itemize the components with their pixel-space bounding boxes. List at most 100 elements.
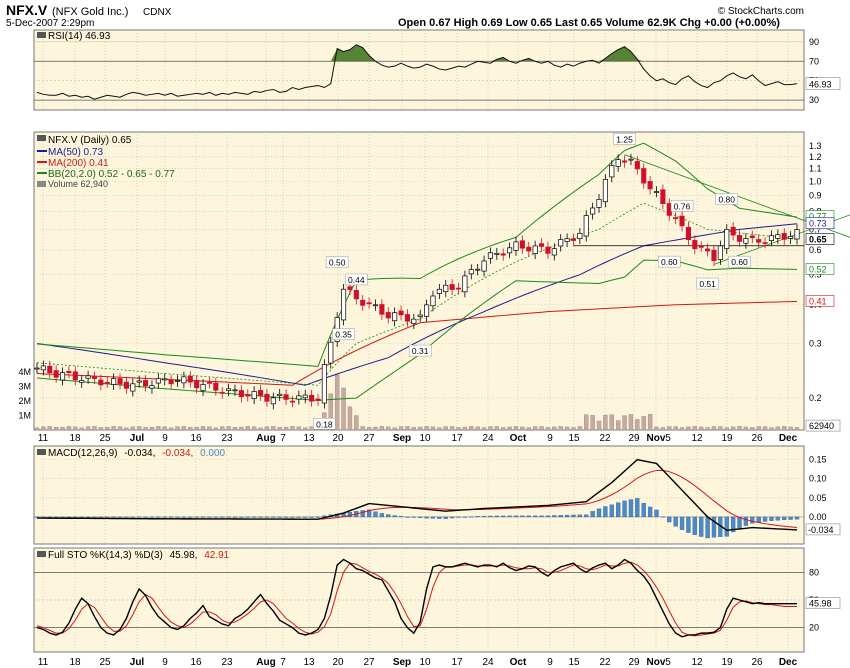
volume-bar xyxy=(577,426,583,431)
volume-bar xyxy=(699,426,704,431)
x-axis-label: 9 xyxy=(547,433,553,444)
price-annotation-label: 0.60 xyxy=(661,257,678,267)
macd-tick-label: 0.05 xyxy=(809,493,827,503)
volume-tick-label: 4M xyxy=(18,367,31,377)
macd-histogram-bar xyxy=(168,516,174,518)
x-axis-label: 9 xyxy=(162,657,168,668)
macd-histogram-bar xyxy=(149,516,155,518)
price-annotation-box xyxy=(313,418,336,430)
macd-histogram-bar xyxy=(54,516,59,518)
price-annotation-box xyxy=(325,256,349,268)
macd-histogram-bar xyxy=(220,516,225,518)
volume-bar xyxy=(354,415,359,431)
x-axis-label: 29 xyxy=(628,657,640,668)
macd-histogram-bar xyxy=(424,516,429,519)
price-panel: 1.31.21.11.00.90.80.70.60.50.40.30.24M3M… xyxy=(18,131,850,432)
x-axis-label: 24 xyxy=(482,657,494,668)
macd-histogram-bar xyxy=(188,516,193,518)
volume-bar xyxy=(545,427,551,431)
candle-body xyxy=(79,380,85,383)
volume-tick-label: 3M xyxy=(18,382,31,392)
rsi-legend: RSI(14) 46.93 xyxy=(37,31,111,42)
x-axis-label: 12 xyxy=(691,657,703,668)
volume-bar xyxy=(226,426,231,431)
candle-body xyxy=(289,400,296,403)
x-axis-label: 7 xyxy=(280,657,286,668)
volume-bar xyxy=(162,426,167,431)
x-axis-label: Aug xyxy=(256,433,275,444)
volume-bar xyxy=(507,426,512,431)
price-right-label-box xyxy=(805,263,835,275)
x-axis-label: 13 xyxy=(303,657,315,668)
macd-histogram-bar xyxy=(616,502,621,518)
candle-body xyxy=(743,238,749,244)
volume-bar xyxy=(60,426,65,431)
rsi-tick-label: 70 xyxy=(809,56,819,66)
macd-histogram-bar xyxy=(686,516,691,533)
macd-histogram-bar xyxy=(271,516,276,518)
volume-bar xyxy=(609,414,614,431)
macd-histogram-bar xyxy=(386,514,391,518)
sto-legend-prefix: Full STO %K(14,3) %D(3) xyxy=(48,550,163,561)
candle-body xyxy=(455,287,462,290)
x-axis-label: 27 xyxy=(363,657,375,668)
x-axis-label: 5 xyxy=(665,433,671,444)
price-annotation-label: 1.25 xyxy=(616,134,633,144)
macd-histogram-bar xyxy=(456,516,461,518)
candle-body xyxy=(111,378,117,385)
bb-legend: BB(20,2.0) 0.52 - 0.65 - 0.77 xyxy=(48,169,175,180)
rsi-tick-label: 90 xyxy=(809,37,819,47)
macd-line xyxy=(36,458,798,531)
ma200-legend: MA(200) 0.41 xyxy=(48,158,109,169)
price-tick-label: 1.3 xyxy=(809,141,822,151)
macd-histogram-bar xyxy=(501,515,506,518)
ma50-line xyxy=(36,223,798,386)
macd-panel: 0.15 0.10 0.05 0.00 -0.034 xyxy=(33,445,841,545)
candle-body xyxy=(104,381,110,384)
price-annotation-box xyxy=(345,273,368,286)
volume-bar xyxy=(175,426,180,431)
x-axis-label: 19 xyxy=(721,433,733,444)
candle-body xyxy=(577,233,583,239)
candle-body xyxy=(494,252,500,255)
volume-bar xyxy=(213,427,219,431)
macd-legend: MACD(12,26,9) -0.034, -0.034, 0.000 xyxy=(37,448,226,459)
macd-histogram-bar xyxy=(296,516,301,518)
volume-last-box xyxy=(805,419,841,432)
macd-histogram-bar xyxy=(366,509,372,518)
sto-legend-k: 45.98, xyxy=(170,550,198,561)
macd-histogram-bar xyxy=(641,502,646,518)
x-axis-middle: 11 18 25 Jul 9 16 23 Aug 7 13 20 27 Sep 10 17 24 Oct 9 15 2… xyxy=(38,433,798,444)
macd-histogram-bar xyxy=(596,508,602,518)
volume-bar xyxy=(303,427,308,431)
volume-bar xyxy=(775,426,781,431)
volume-bar xyxy=(117,426,123,431)
candle-body xyxy=(526,246,532,252)
candle-body xyxy=(385,312,391,319)
candle-body xyxy=(762,242,768,244)
volume-bar xyxy=(558,426,563,431)
volume-bar xyxy=(501,427,506,431)
macd-histogram-bar xyxy=(98,516,104,518)
candle-body xyxy=(245,394,251,397)
sto-tick-label: 80 xyxy=(809,567,819,577)
candle-body xyxy=(328,341,334,364)
sto-k-line xyxy=(36,558,797,638)
x-axis-label: 29 xyxy=(628,433,640,444)
volume-bar xyxy=(373,426,378,431)
candle-body xyxy=(232,389,238,392)
price-tick-label: 0.6 xyxy=(809,245,822,255)
volume-bar xyxy=(386,426,391,431)
price-tick-label: 1.2 xyxy=(809,152,822,162)
price-annotation-box xyxy=(728,255,751,268)
macd-histogram-bar xyxy=(769,516,774,521)
macd-histogram-bar xyxy=(175,516,180,518)
candle-body xyxy=(660,189,666,204)
rsi-legend-text: RSI(14) 46.93 xyxy=(48,31,111,42)
candle-body xyxy=(91,376,98,379)
x-axis-label: 16 xyxy=(190,657,202,668)
candle-body xyxy=(136,380,142,383)
macd-histogram-bar xyxy=(654,509,659,518)
macd-histogram-bar xyxy=(609,504,614,518)
x-axis-label: 22 xyxy=(599,657,611,668)
